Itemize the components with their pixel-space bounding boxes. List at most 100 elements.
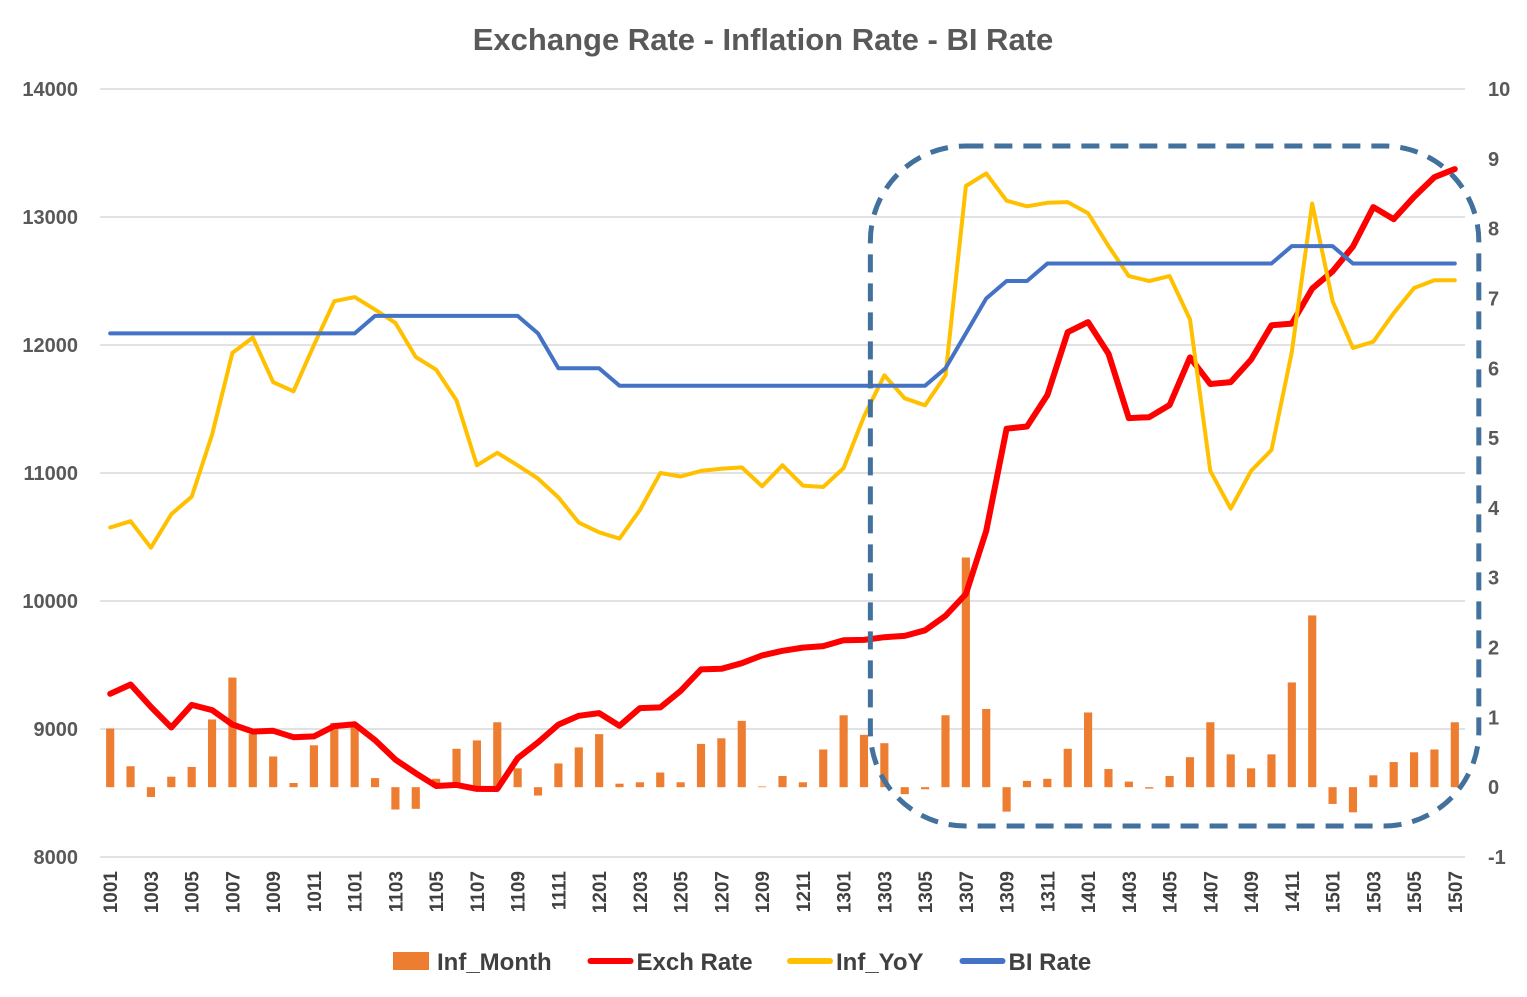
x-tick-label: 1009: [264, 871, 285, 913]
x-tick-label: 1203: [631, 871, 652, 913]
right-tick-label: 3: [1488, 568, 1499, 590]
bar-inf-month: [839, 715, 848, 788]
bar-inf-month: [1348, 787, 1358, 813]
bar-inf-month: [676, 782, 685, 788]
x-tick-label: 1007: [223, 871, 244, 913]
bar-inf-month: [758, 786, 767, 788]
legend-label-inf-month: Inf_Month: [437, 949, 552, 976]
bar-inf-month: [106, 728, 115, 788]
bar-inf-month: [1430, 749, 1439, 788]
bar-inf-month: [798, 782, 807, 788]
bar-inf-month: [900, 787, 909, 795]
highlight-annotation: [867, 143, 1482, 829]
x-tick-label: 1309: [998, 871, 1019, 913]
left-tick-label: 11000: [23, 463, 78, 485]
bar-inf-month: [961, 557, 970, 788]
bar-inf-month: [289, 782, 298, 788]
bar-inf-month: [411, 787, 420, 809]
bar-inf-month: [595, 734, 604, 788]
annotation-dashed-box: [867, 143, 1482, 829]
x-tick-label: 1205: [672, 871, 693, 914]
bar-inf-month: [350, 725, 359, 788]
legend-swatch-inf-month: [393, 952, 429, 970]
bar-inf-month: [187, 766, 196, 788]
x-tick-label: 1003: [142, 871, 163, 913]
x-tick-label: 1107: [468, 871, 489, 912]
x-tick-label: 1301: [835, 871, 856, 914]
x-tick-label: 1103: [386, 871, 407, 912]
x-tick-label: 1407: [1201, 871, 1222, 913]
right-y-axis: -1 0 1 2 3 4 5 6 7 8 9 10: [1488, 79, 1510, 869]
legend-label-inf-yoy: Inf_YoY: [836, 949, 924, 976]
x-tick-label: 1207: [712, 871, 733, 913]
bar-inf-month: [1206, 722, 1215, 788]
left-y-axis: 8000 9000 10000 11000 12000 13000 14000: [22, 79, 78, 869]
right-tick-label: 0: [1488, 777, 1499, 799]
bar-inf-month: [330, 722, 339, 788]
line-exch-rate: [107, 166, 1458, 792]
bar-inf-month: [1165, 776, 1174, 788]
legend-label-exch-rate: Exch Rate: [637, 949, 753, 976]
bar-inf-month: [472, 740, 481, 788]
right-tick-label: 4: [1488, 498, 1500, 520]
bar-inf-month: [1084, 712, 1093, 788]
x-axis: 1001 1003 1005 1007 1009 1011 1101 1103 1105 1107…: [101, 871, 1467, 914]
x-tick-label: 1405: [1161, 871, 1182, 914]
x-tick-label: 1105: [427, 871, 448, 913]
bar-inf-month: [880, 743, 889, 788]
bar-inf-month: [533, 787, 543, 796]
bar-inf-month: [146, 787, 156, 797]
gridlines: [100, 88, 1465, 858]
bar-inf-month: [1287, 682, 1296, 788]
right-tick-label: 2: [1488, 638, 1499, 660]
x-tick-label: 1411: [1283, 871, 1304, 913]
x-tick-label: 1101: [346, 871, 367, 913]
bar-inf-month: [554, 763, 563, 788]
bar-inf-month: [635, 782, 644, 788]
left-tick-label: 8000: [34, 847, 79, 869]
x-tick-label: 1501: [1324, 871, 1345, 914]
bar-inf-month: [1308, 615, 1317, 788]
legend-label-bi-rate: BI Rate: [1009, 949, 1092, 976]
left-tick-label: 14000: [22, 79, 78, 101]
right-tick-label: 9: [1488, 149, 1499, 171]
bar-inf-month: [819, 749, 828, 788]
bar-inf-month: [574, 747, 583, 788]
bar-inf-month: [513, 768, 522, 788]
left-tick-label: 10000: [22, 591, 78, 613]
x-tick-label: 1201: [590, 871, 611, 914]
bar-inf-month: [696, 743, 706, 788]
x-tick-label: 1305: [916, 871, 937, 914]
x-tick-label: 1303: [875, 871, 896, 913]
bar-inf-month: [391, 787, 400, 810]
x-tick-label: 1507: [1446, 871, 1467, 913]
bar-inf-month: [656, 772, 665, 788]
bar-inf-month: [921, 787, 930, 790]
bar-inf-month: [1450, 722, 1459, 788]
chart-title: Exchange Rate - Inflation Rate - BI Rate: [473, 22, 1054, 57]
bar-inf-month: [1267, 754, 1276, 788]
bar-inf-month: [1043, 778, 1052, 788]
bar-inf-month: [778, 776, 787, 788]
x-tick-label: 1311: [1038, 871, 1059, 913]
bar-inf-month: [1369, 775, 1378, 788]
bar-inf-month: [1022, 780, 1032, 788]
x-tick-label: 1401: [1079, 871, 1100, 914]
bar-inf-month: [1104, 769, 1113, 788]
bar-inf-month: [269, 756, 278, 788]
x-tick-label: 1409: [1242, 871, 1263, 913]
x-tick-label: 1005: [183, 871, 204, 914]
bar-inf-month: [1002, 787, 1011, 812]
right-tick-label: 7: [1488, 288, 1499, 310]
bar-inf-month: [1124, 781, 1133, 788]
x-tick-label: 1211: [794, 871, 815, 913]
bar-inf-month: [126, 766, 135, 788]
bar-inf-month: [615, 783, 624, 788]
bar-inf-month: [228, 677, 237, 788]
series-lines: [107, 166, 1458, 792]
x-tick-label: 1109: [509, 871, 530, 912]
bar-inf-month: [941, 715, 950, 788]
bar-inf-month: [309, 745, 318, 788]
line-bi-rate: [108, 244, 1457, 388]
